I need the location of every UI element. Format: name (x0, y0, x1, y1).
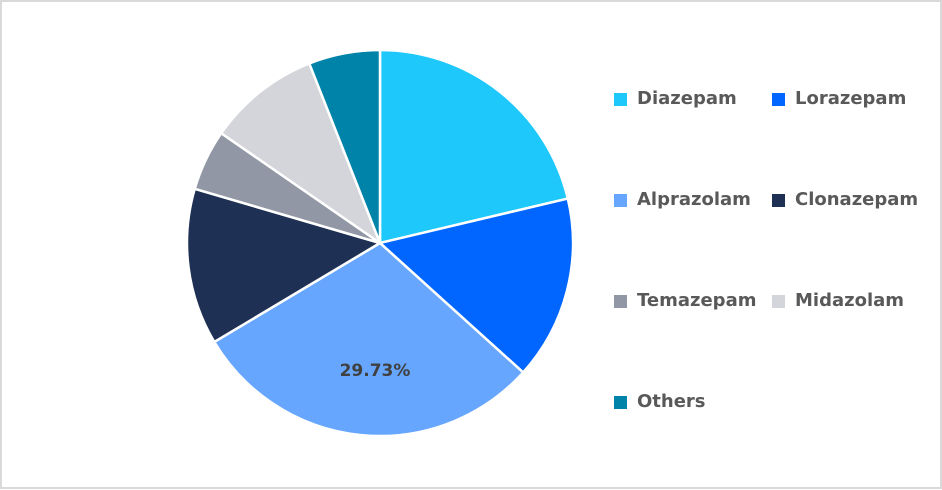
legend-label: Midazolam (795, 290, 905, 311)
swatch-icon (614, 93, 627, 106)
legend-label: Others (637, 391, 706, 412)
swatch-icon (614, 295, 627, 308)
legend-row: Diazepam Lorazepam (614, 86, 934, 187)
legend-item-lorazepam[interactable]: Lorazepam (772, 86, 906, 187)
pie-slices (185, 48, 575, 438)
swatch-icon (614, 194, 627, 207)
swatch-icon (614, 396, 627, 409)
pie-slice-diazepam[interactable] (378, 48, 570, 245)
pie-slice-clonazepam[interactable] (185, 187, 382, 344)
legend-item-diazepam[interactable]: Diazepam (614, 86, 764, 187)
legend-item-others[interactable]: Others (614, 389, 764, 490)
legend-row: Others (614, 389, 934, 490)
swatch-icon (772, 295, 785, 308)
legend-label: Temazepam (637, 290, 757, 311)
legend-item-midazolam[interactable]: Midazolam (772, 288, 904, 389)
legend-label: Clonazepam (795, 189, 919, 210)
swatch-icon (772, 93, 785, 106)
pie-slice-others[interactable] (308, 48, 382, 245)
legend-item-clonazepam[interactable]: Clonazepam (772, 187, 918, 288)
pie-slice-alprazolam[interactable] (213, 241, 525, 438)
legend-label: Alprazolam (637, 189, 751, 210)
swatch-icon (772, 194, 785, 207)
legend-item-temazepam[interactable]: Temazepam (614, 288, 764, 389)
legend-label: Diazepam (637, 88, 737, 109)
legend: Diazepam Lorazepam Alprazolam Clonazepam… (614, 86, 934, 490)
pie-slice-lorazepam[interactable] (378, 197, 575, 374)
pie-slice-midazolam[interactable] (220, 62, 382, 245)
legend-row: Temazepam Midazolam (614, 288, 934, 389)
legend-row: Alprazolam Clonazepam (614, 187, 934, 288)
legend-label: Lorazepam (795, 88, 907, 109)
legend-item-alprazolam[interactable]: Alprazolam (614, 187, 764, 288)
alprazolam-data-label: 29.73% (340, 361, 411, 381)
